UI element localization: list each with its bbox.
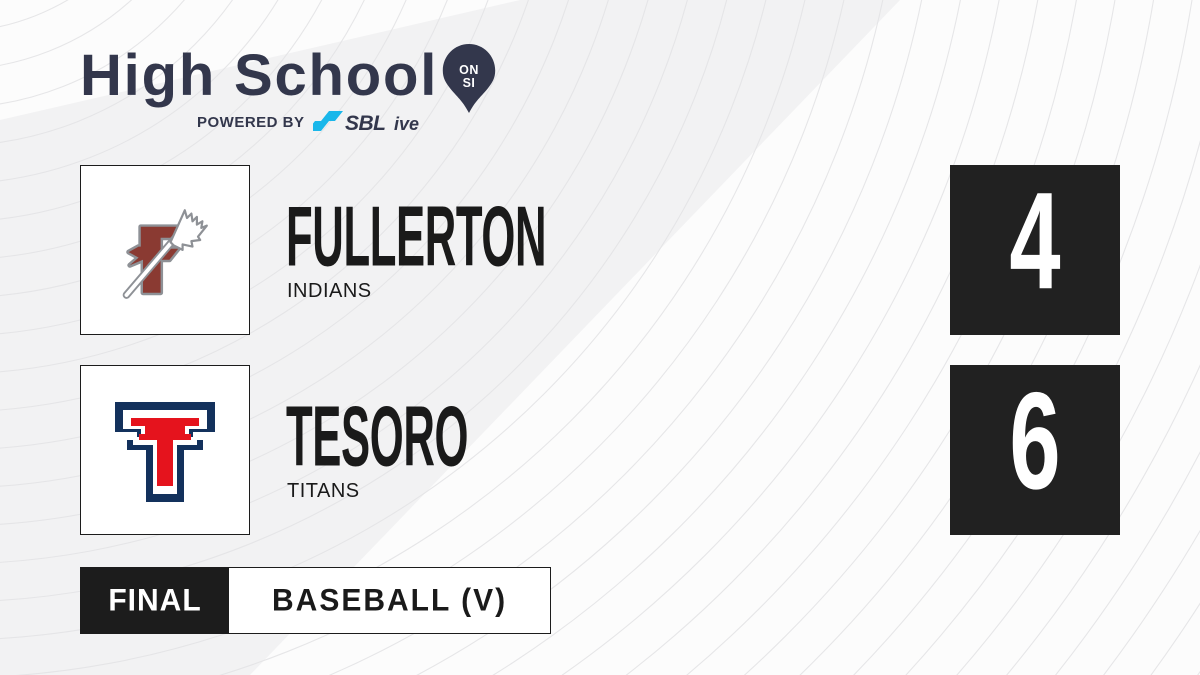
svg-text:ON: ON	[459, 63, 479, 77]
svg-text:SI: SI	[463, 76, 476, 90]
svg-text:ive: ive	[394, 114, 419, 134]
svg-text:SBL: SBL	[345, 112, 386, 135]
